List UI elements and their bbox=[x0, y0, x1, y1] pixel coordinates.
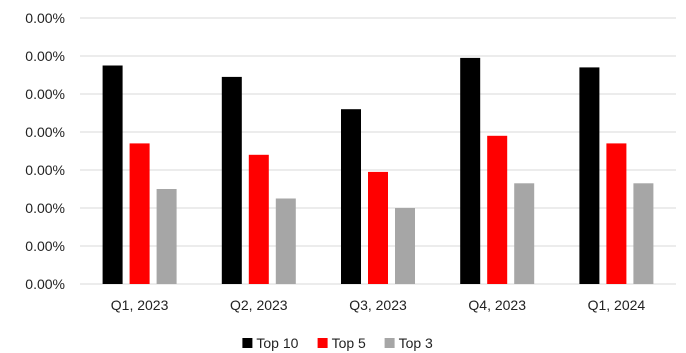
y-tick-label: 0.00% bbox=[25, 162, 65, 178]
y-axis: 0.00% 0.00% 0.00% 0.00% 0.00% 0.00% 0.00% 0.00% bbox=[25, 10, 65, 292]
legend-label: Top 3 bbox=[399, 335, 433, 351]
bar-top-5 bbox=[249, 155, 269, 284]
bar-top-3 bbox=[276, 199, 296, 285]
bar-top-10 bbox=[103, 66, 123, 285]
legend-swatch bbox=[385, 338, 395, 348]
bar-top-5 bbox=[487, 136, 507, 284]
x-tick-label: Q1, 2023 bbox=[111, 297, 169, 313]
y-tick-label: 0.00% bbox=[25, 48, 65, 64]
legend-item: Top 3 bbox=[385, 335, 433, 351]
bar-top-10 bbox=[460, 58, 480, 284]
x-tick-label: Q4, 2023 bbox=[468, 297, 526, 313]
y-tick-label: 0.00% bbox=[25, 238, 65, 254]
bar-top-5 bbox=[606, 143, 626, 284]
y-tick-label: 0.00% bbox=[25, 86, 65, 102]
legend: Top 10 Top 5 Top 3 bbox=[242, 335, 433, 351]
bar-top-10 bbox=[341, 109, 361, 284]
bar-top-10 bbox=[222, 77, 242, 284]
y-tick-label: 0.00% bbox=[25, 10, 65, 26]
bar-top-3 bbox=[157, 189, 177, 284]
x-tick-label: Q3, 2023 bbox=[349, 297, 407, 313]
bar-top-5 bbox=[368, 172, 388, 284]
legend-swatch bbox=[242, 338, 252, 348]
bar-top-3 bbox=[514, 183, 534, 284]
legend-swatch bbox=[318, 338, 328, 348]
bar-top-3 bbox=[633, 183, 653, 284]
x-tick-label: Q2, 2023 bbox=[230, 297, 288, 313]
x-tick-label: Q1, 2024 bbox=[588, 297, 646, 313]
y-tick-label: 0.00% bbox=[25, 200, 65, 216]
legend-label: Top 5 bbox=[332, 335, 366, 351]
bar-top-3 bbox=[395, 208, 415, 284]
legend-label: Top 10 bbox=[256, 335, 298, 351]
x-axis: Q1, 2023 Q2, 2023 Q3, 2023 Q4, 2023 Q1, 2024 bbox=[111, 297, 646, 313]
legend-item: Top 5 bbox=[318, 335, 366, 351]
bars bbox=[103, 58, 654, 284]
y-tick-label: 0.00% bbox=[25, 124, 65, 140]
legend-item: Top 10 bbox=[242, 335, 298, 351]
bar-top-10 bbox=[579, 67, 599, 284]
y-tick-label: 0.00% bbox=[25, 276, 65, 292]
bar-top-5 bbox=[130, 143, 150, 284]
